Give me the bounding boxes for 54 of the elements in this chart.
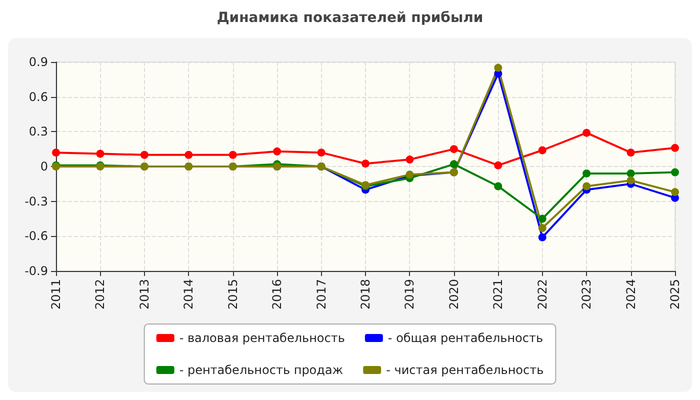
point bbox=[450, 145, 458, 154]
x-tick-label: 2020 bbox=[446, 279, 461, 310]
x-tick-label: 2016 bbox=[270, 279, 284, 310]
point bbox=[494, 161, 502, 170]
y-tick-label: -0.9 bbox=[24, 264, 48, 278]
point bbox=[494, 182, 502, 190]
point bbox=[96, 150, 104, 158]
point bbox=[582, 128, 591, 137]
point bbox=[52, 148, 60, 157]
y-tick-label: 0.3 bbox=[28, 124, 48, 139]
point bbox=[317, 148, 326, 157]
x-tick-label: 2025 bbox=[668, 279, 682, 310]
x-tick-label: 2017 bbox=[314, 279, 328, 310]
legend-label: - валовая рентабельность bbox=[179, 331, 345, 345]
x-tick-label: 2011 bbox=[49, 279, 63, 310]
x-tick-label: 2021 bbox=[491, 279, 506, 310]
point bbox=[626, 169, 635, 178]
y-tick-label: -0.6 bbox=[24, 229, 48, 244]
x-tick-label: 2015 bbox=[226, 279, 240, 310]
x-tick-label: 2012 bbox=[93, 279, 108, 310]
x-tick-label: 2018 bbox=[358, 279, 372, 310]
legend-label: - рентабельность продаж bbox=[179, 363, 344, 377]
point bbox=[538, 224, 546, 232]
chart-title: Динамика показателей прибыли bbox=[216, 10, 484, 26]
point bbox=[228, 150, 237, 159]
point bbox=[626, 176, 635, 184]
point bbox=[273, 147, 282, 156]
y-tick-label: 0 bbox=[40, 160, 48, 174]
x-tick-label: 2014 bbox=[182, 279, 196, 310]
point bbox=[184, 150, 193, 159]
x-tick-label: 2019 bbox=[402, 279, 417, 310]
legend-label: - чистая рентабельность bbox=[386, 363, 544, 377]
x-tick-label: 2024 bbox=[624, 279, 638, 310]
y-tick-label: 0.6 bbox=[28, 90, 48, 104]
point bbox=[671, 188, 679, 196]
y-tick-label: -0.3 bbox=[24, 194, 48, 208]
point bbox=[140, 150, 148, 159]
point bbox=[538, 214, 546, 223]
x-tick-label: 2022 bbox=[535, 279, 550, 310]
x-tick-label: 2023 bbox=[580, 279, 594, 310]
point bbox=[671, 144, 679, 152]
x-tick-label: 2013 bbox=[137, 279, 152, 310]
point bbox=[538, 146, 546, 154]
point bbox=[494, 64, 502, 72]
point bbox=[362, 160, 370, 168]
point bbox=[582, 182, 591, 190]
legend-label: - общая рентабельность bbox=[388, 331, 544, 345]
point bbox=[406, 156, 414, 164]
point bbox=[582, 169, 591, 178]
point bbox=[626, 148, 635, 157]
point bbox=[450, 160, 458, 168]
y-tick-label: 0.9 bbox=[28, 55, 48, 69]
point bbox=[538, 233, 546, 242]
point bbox=[671, 168, 679, 176]
